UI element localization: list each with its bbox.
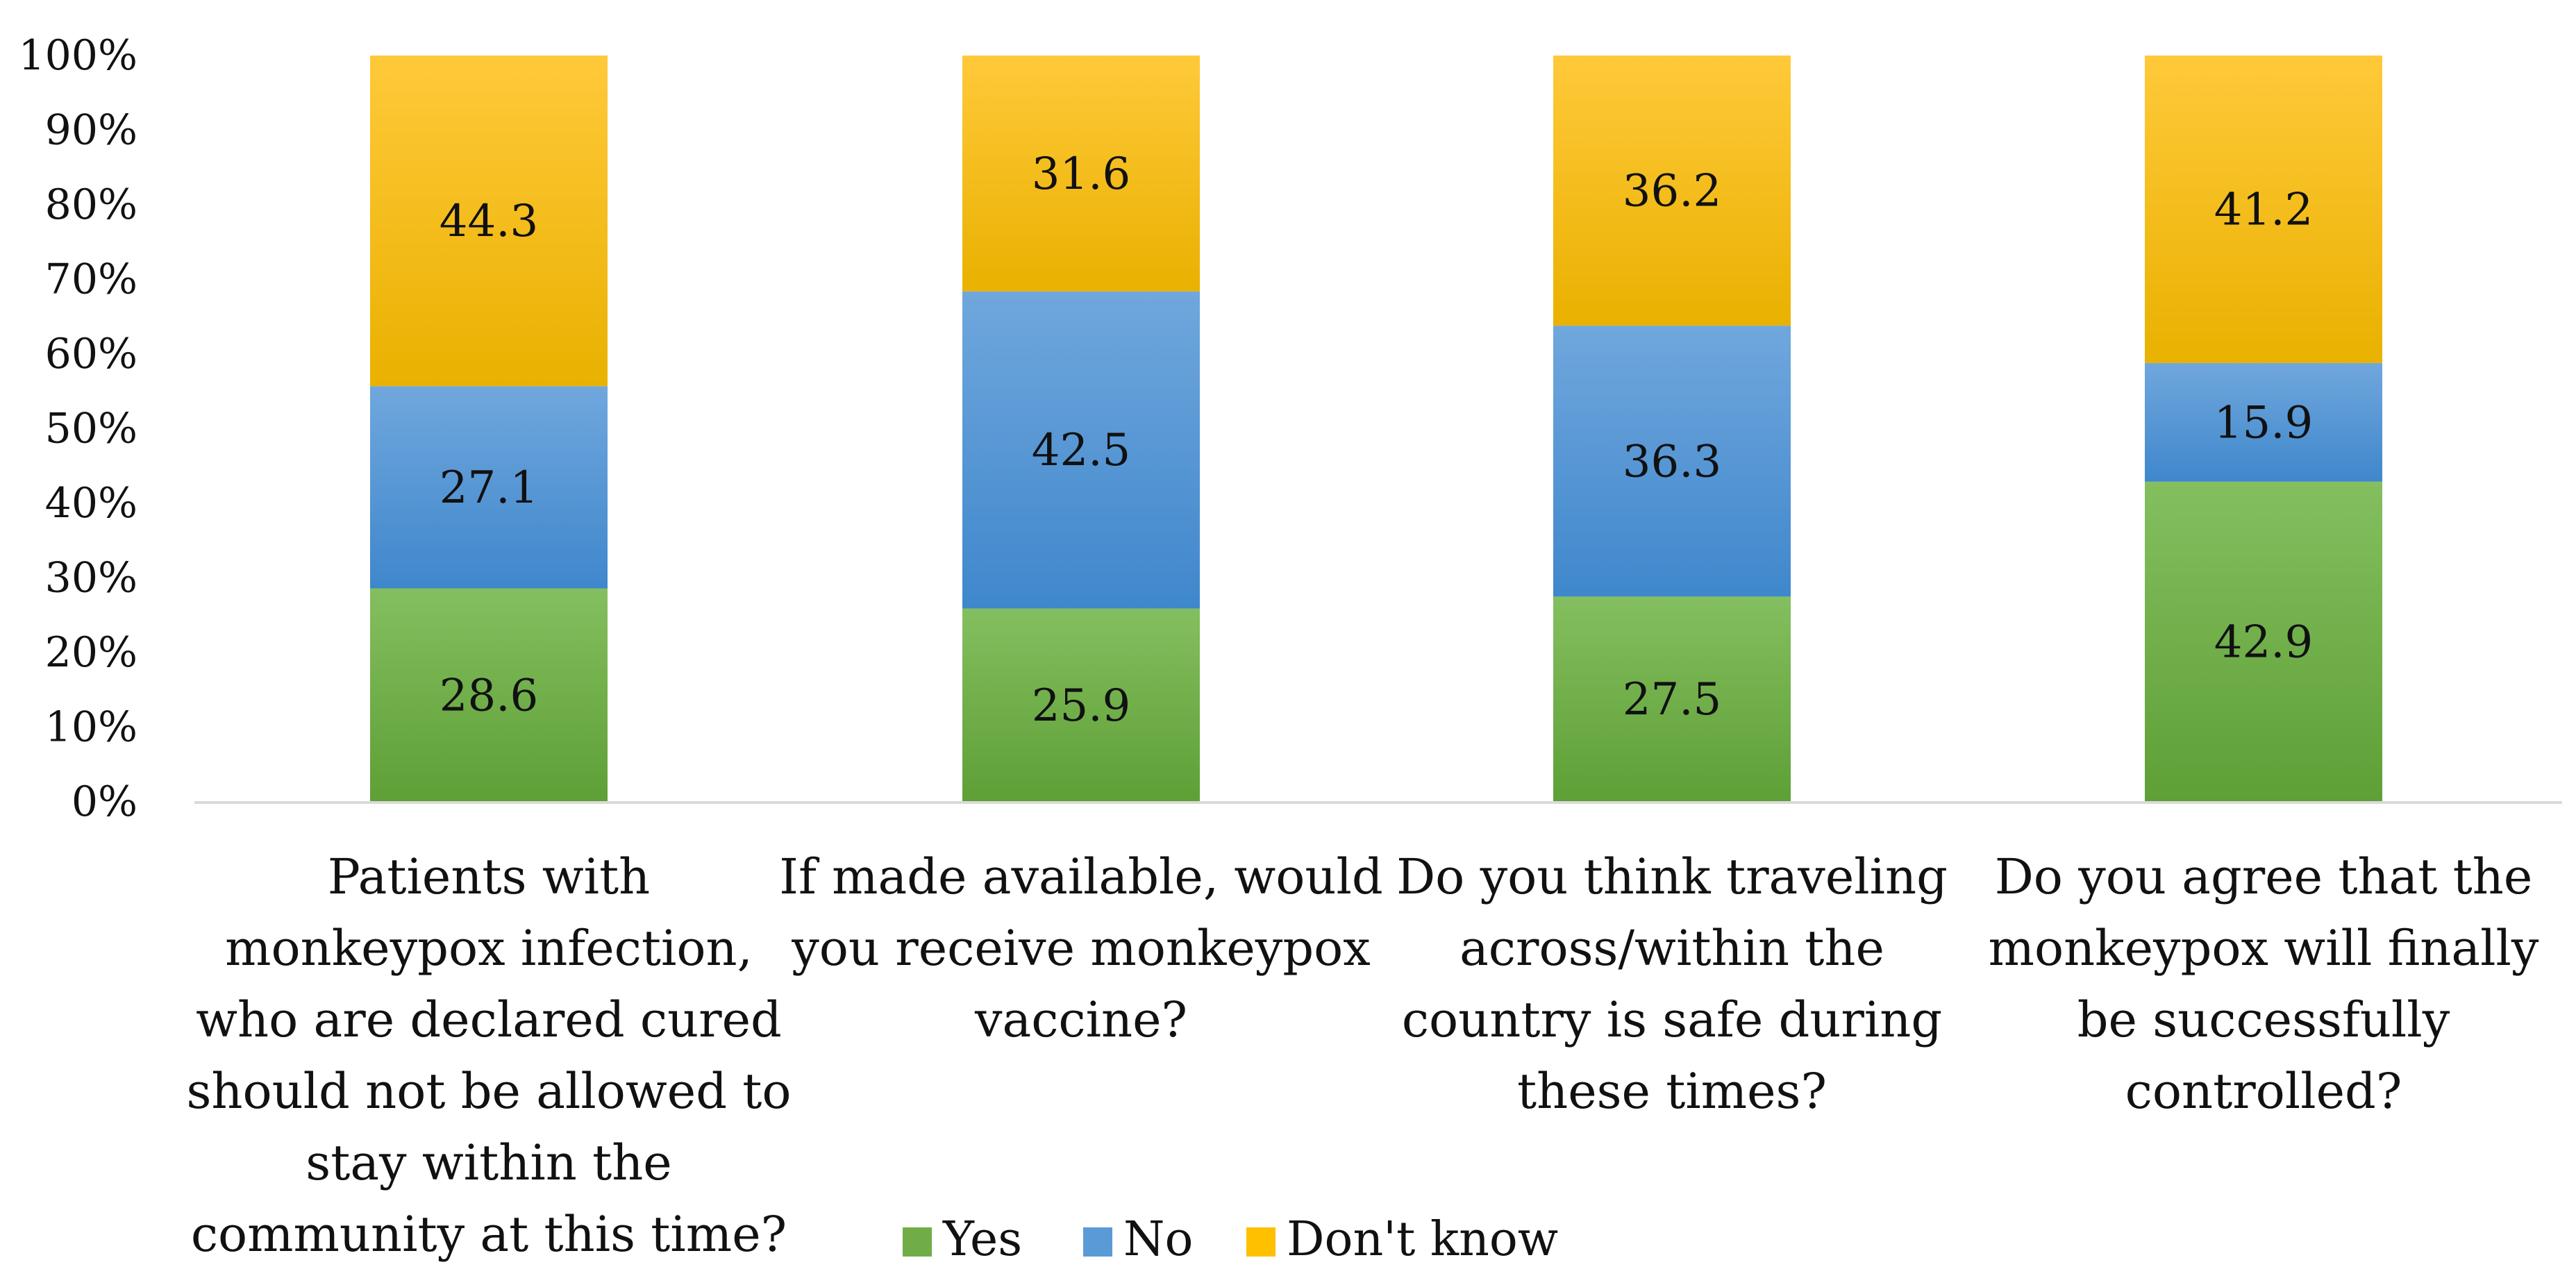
legend-label: Don't know [1287,1212,1558,1267]
bar-segment-don-t-know [1553,56,1791,326]
category-label: Do you agree that the monkeypox will fina… [1989,848,2539,1120]
y-tick-label: 80% [45,180,137,229]
category-label-line: who are declared cured [196,991,782,1048]
bar-segment-no [962,291,1200,609]
bar-segment-don-t-know [2145,56,2382,363]
category-label-line: be successfully [2077,991,2450,1048]
bar-segment-no [2145,362,2382,482]
bar-segment-yes [370,588,608,802]
category-label-line: these times? [1517,1063,1827,1120]
category-label: If made available, would you receive monk… [779,848,1382,1048]
legend-label: Yes [942,1212,1022,1267]
category-label-line: Do you think traveling [1396,848,1948,905]
data-label: 27.5 [1623,674,1722,725]
category-label-line: Patients with [328,848,651,905]
y-tick-label: 70% [45,255,137,304]
category-label-line: vaccine? [974,991,1187,1048]
data-label: 42.5 [1032,425,1131,476]
legend-label: No [1123,1212,1193,1267]
legend-swatch [903,1227,932,1257]
category-label-line: across/within the [1460,920,1884,977]
category-label-line: Do you agree that the [1995,848,2533,905]
bar-segment-yes [2145,481,2382,802]
bar-segment-don-t-know [962,56,1200,292]
data-label: 44.3 [440,196,539,247]
y-tick-label: 50% [45,405,137,453]
data-label: 27.1 [440,462,539,514]
data-label: 25.9 [1032,680,1131,732]
category-label-line: stay within the [306,1134,671,1191]
data-label: 42.9 [2214,616,2314,668]
category-label-line: monkeypox will finally [1989,920,2539,977]
data-label: 15.9 [2214,397,2314,448]
category-label-line: If made available, would [779,848,1382,905]
category-label-line: controlled? [2125,1063,2402,1120]
y-tick-label: 40% [45,479,137,528]
y-tick-label: 0% [72,778,137,826]
y-tick-label: 10% [45,703,137,752]
legend: Yes No Don't know [903,1212,1558,1267]
category-label-line: you receive monkeypox [791,920,1371,977]
y-tick-label: 60% [45,330,137,378]
bar-segment-don-t-know [370,56,608,387]
y-tick-label: 30% [45,554,137,603]
data-label: 36.3 [1623,436,1722,487]
data-label: 41.2 [2214,184,2314,235]
y-tick-label: 100% [18,31,137,80]
bar-segment-no [370,386,608,589]
bar-segment-yes [1553,596,1791,802]
category-label-line: monkeypox infection, [225,920,753,977]
legend-item-don-t-know: Don't know [1246,1212,1558,1267]
data-label: 36.2 [1623,166,1722,217]
y-tick-label: 20% [45,628,137,677]
category-label-line: should not be allowed to [186,1063,791,1120]
data-label: 31.6 [1032,149,1131,200]
category-label-line: community at this time? [191,1206,787,1263]
bar-segment-no [1553,326,1791,597]
category-label: Do you think traveling across/within the c… [1396,848,1948,1120]
legend-item-yes: Yes [903,1212,1022,1267]
category-label: Patients with monkeypox infection, who are… [186,848,791,1263]
category-label-line: country is safe during [1402,991,1942,1048]
plot-area: 0% 10% 20% 30% 40% 50% 60% 70% 80% 90% 100% 28.6 27.… [18,31,2562,1263]
bar-segment-yes [962,608,1200,802]
legend-swatch [1246,1227,1276,1257]
data-label: 28.6 [440,670,539,721]
legend-swatch [1083,1227,1112,1257]
y-tick-label: 90% [45,106,137,155]
legend-item-no: No [1083,1212,1193,1267]
